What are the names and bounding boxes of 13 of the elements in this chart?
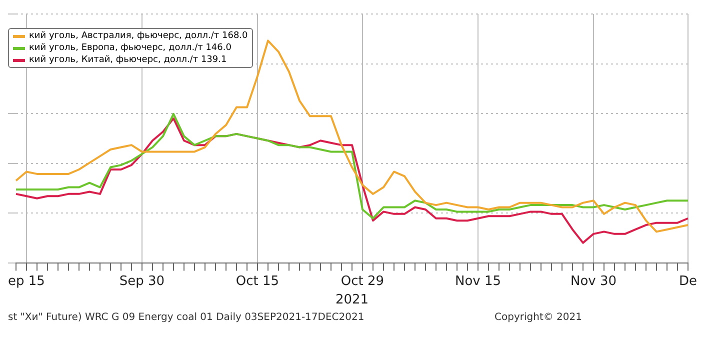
legend-label: кий уголь, Китай, фьючерс, долл./т 139.1	[29, 54, 227, 66]
x-tick-label: Nov 15	[454, 274, 502, 289]
legend-label: кий уголь, Австралия, фьючерс, долл./т 168.0	[29, 30, 248, 42]
x-axis-title: 2021	[335, 292, 369, 308]
x-tick-label: Oct 29	[340, 274, 384, 289]
x-tick-label: De	[678, 274, 698, 289]
x-tick-label: ep 15	[8, 274, 45, 289]
x-tick-label: Nov 30	[570, 274, 617, 289]
legend-label: кий уголь, Европа, фьючерс, долл./т 146.0	[29, 42, 232, 54]
text: st "Xи" Future) WRC G 09 Energy coal 01 Daily 03SEP2021-17DEC2021	[8, 312, 364, 323]
x-tick-label: Oct 15	[236, 274, 280, 289]
x-tick-label: Sep 30	[119, 274, 165, 289]
text: Copyright© 2021	[494, 312, 582, 323]
